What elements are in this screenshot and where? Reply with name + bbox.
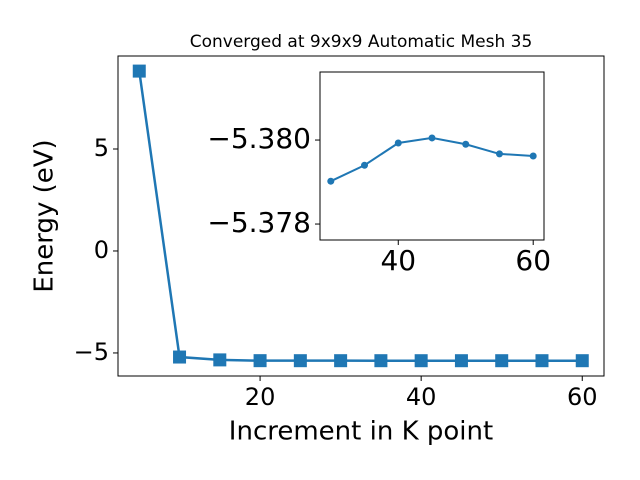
marker [213, 353, 227, 367]
marker [374, 354, 388, 368]
x-axis-label: Increment in K point [229, 417, 493, 447]
marker [428, 134, 436, 142]
marker [535, 354, 549, 368]
series-line [138, 70, 583, 362]
chart-title: Converged at 9x9x9 Automatic Mesh 35 [190, 32, 533, 52]
y-tick-label: −5.380 [207, 122, 311, 155]
x-tick-label: 20 [245, 383, 276, 411]
y-tick-label: 5 [94, 134, 109, 162]
marker [173, 350, 187, 364]
marker [529, 152, 537, 160]
plot-area [319, 71, 545, 241]
marker [495, 354, 509, 368]
marker [495, 150, 503, 158]
marker [327, 177, 335, 185]
x-tick-label: 40 [380, 244, 416, 277]
y-tick-label: −5.378 [207, 206, 311, 239]
marker [334, 354, 348, 368]
marker [462, 140, 470, 148]
marker [414, 354, 428, 368]
marker [253, 354, 267, 368]
marker [394, 139, 402, 147]
marker [132, 64, 146, 78]
y-tick-label: −5 [74, 338, 109, 366]
x-tick-label: 60 [515, 244, 551, 277]
marker [575, 354, 589, 368]
marker [361, 161, 369, 169]
marker [454, 354, 468, 368]
x-tick-label: 40 [406, 383, 437, 411]
marker [293, 354, 307, 368]
y-tick-label: 0 [94, 236, 109, 264]
y-axis-label: Energy (eV) [30, 139, 60, 292]
x-tick-label: 60 [567, 383, 598, 411]
